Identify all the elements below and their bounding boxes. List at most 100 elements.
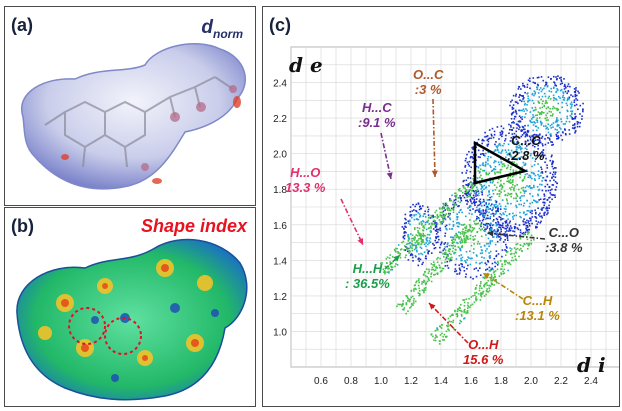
data-point xyxy=(504,165,506,167)
data-point xyxy=(524,102,527,105)
annotation-arrowhead-oc xyxy=(431,170,438,177)
data-point xyxy=(464,227,467,229)
data-point xyxy=(410,253,413,255)
data-point xyxy=(467,256,469,258)
data-point xyxy=(430,272,433,275)
data-point xyxy=(483,155,486,157)
data-point xyxy=(412,237,414,240)
data-point xyxy=(519,244,522,246)
data-point xyxy=(419,246,422,249)
data-point xyxy=(471,303,474,306)
data-point xyxy=(493,229,496,231)
data-point xyxy=(516,193,518,196)
data-point xyxy=(439,214,442,216)
data-point xyxy=(422,220,425,223)
data-point xyxy=(453,252,455,255)
data-point xyxy=(481,252,484,254)
data-point xyxy=(515,112,518,115)
data-point xyxy=(397,303,399,306)
data-point xyxy=(391,268,394,271)
data-point xyxy=(429,237,432,240)
data-point xyxy=(400,303,402,306)
data-point xyxy=(551,160,554,162)
data-point xyxy=(456,213,458,215)
data-point xyxy=(496,240,499,243)
annotation-ho-name: H...O xyxy=(290,165,321,180)
data-point xyxy=(519,156,521,159)
data-point xyxy=(420,221,423,223)
data-point xyxy=(459,249,462,252)
data-point xyxy=(547,131,550,134)
data-point xyxy=(435,230,438,232)
data-point xyxy=(504,138,507,140)
data-point xyxy=(523,84,525,87)
data-point xyxy=(485,217,488,220)
data-point xyxy=(417,258,419,260)
data-point xyxy=(545,179,547,182)
data-point xyxy=(478,262,481,265)
data-point xyxy=(501,135,503,138)
data-point xyxy=(461,211,463,214)
data-point xyxy=(509,220,511,223)
data-point xyxy=(524,147,527,150)
data-point xyxy=(515,101,518,104)
data-point xyxy=(559,97,561,99)
data-point xyxy=(468,160,471,163)
data-point xyxy=(527,143,530,146)
data-point xyxy=(544,161,546,164)
data-point xyxy=(533,150,535,153)
data-point xyxy=(568,96,571,99)
data-point xyxy=(464,166,466,168)
data-point xyxy=(483,188,485,190)
data-point xyxy=(521,115,524,118)
data-point xyxy=(458,254,461,257)
data-point xyxy=(411,243,413,245)
data-point xyxy=(534,174,537,177)
data-point xyxy=(567,83,570,85)
data-point xyxy=(472,154,475,156)
data-point xyxy=(495,255,498,258)
data-point xyxy=(554,194,556,197)
data-point xyxy=(571,110,574,112)
data-point xyxy=(558,126,561,129)
data-point xyxy=(546,206,548,209)
data-point xyxy=(545,189,547,192)
data-point xyxy=(505,151,508,153)
data-point xyxy=(444,265,447,267)
data-point xyxy=(504,235,507,238)
data-point xyxy=(505,208,507,210)
data-point xyxy=(502,241,505,243)
data-point xyxy=(454,268,457,270)
data-point xyxy=(478,207,481,210)
data-point xyxy=(465,312,467,315)
data-point xyxy=(437,228,440,231)
data-point xyxy=(522,186,524,189)
data-point xyxy=(510,126,512,128)
data-point xyxy=(552,87,555,89)
data-point xyxy=(574,126,576,129)
data-point xyxy=(539,120,542,123)
data-point xyxy=(564,132,567,135)
data-point xyxy=(408,220,411,223)
data-point xyxy=(535,217,538,219)
data-point xyxy=(420,247,423,250)
data-point xyxy=(465,273,467,276)
data-point xyxy=(552,143,554,146)
data-point xyxy=(539,215,541,218)
data-point xyxy=(545,100,547,102)
data-point xyxy=(511,112,514,115)
data-point xyxy=(495,212,498,214)
data-point xyxy=(491,134,493,137)
data-point xyxy=(461,191,464,194)
data-point xyxy=(503,233,506,236)
data-point xyxy=(488,269,491,272)
data-point xyxy=(430,263,433,265)
data-point xyxy=(500,272,502,274)
data-point xyxy=(426,268,428,270)
data-point xyxy=(566,99,569,102)
data-point xyxy=(451,242,454,245)
data-point xyxy=(492,220,494,223)
data-point xyxy=(525,108,527,110)
data-point xyxy=(408,242,411,245)
data-point xyxy=(427,219,430,222)
